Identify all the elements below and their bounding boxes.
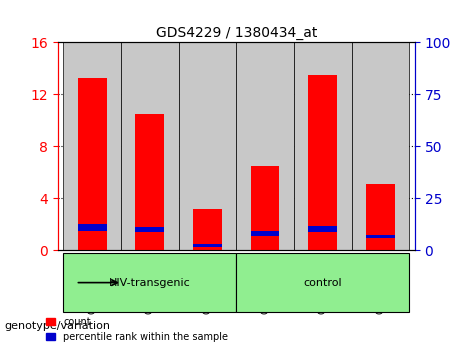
- Text: control: control: [303, 278, 342, 287]
- Bar: [193, 244, 222, 247]
- Text: genotype/variation: genotype/variation: [5, 321, 111, 331]
- Bar: [308, 226, 337, 232]
- FancyBboxPatch shape: [179, 42, 236, 250]
- Bar: [193, 209, 222, 250]
- Title: GDS4229 / 1380434_at: GDS4229 / 1380434_at: [155, 26, 317, 40]
- Bar: [78, 224, 106, 231]
- FancyBboxPatch shape: [64, 42, 121, 250]
- Bar: [251, 166, 279, 250]
- Bar: [236, 253, 409, 312]
- Bar: [136, 227, 164, 232]
- Bar: [78, 78, 106, 250]
- Bar: [64, 253, 236, 312]
- Bar: [251, 231, 279, 236]
- Bar: [136, 114, 164, 250]
- Bar: [308, 75, 337, 250]
- FancyBboxPatch shape: [351, 42, 409, 250]
- Bar: [366, 184, 395, 250]
- Text: HIV-transgenic: HIV-transgenic: [109, 278, 191, 287]
- FancyBboxPatch shape: [236, 42, 294, 250]
- FancyBboxPatch shape: [294, 42, 351, 250]
- FancyBboxPatch shape: [121, 42, 179, 250]
- Bar: [366, 235, 395, 239]
- Legend: count, percentile rank within the sample: count, percentile rank within the sample: [42, 313, 232, 346]
